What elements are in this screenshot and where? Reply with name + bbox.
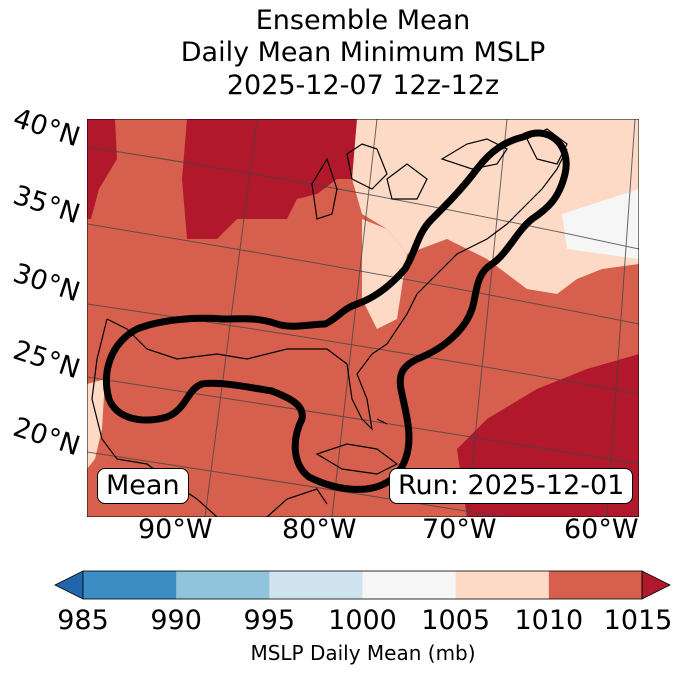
lat-label-40n: 40°N [9, 102, 84, 154]
map-panel: Mean Run: 2025-12-01 [87, 119, 639, 517]
title-line-1: Ensemble Mean [255, 5, 471, 36]
title-line-3: 2025-12-07 12z-12z [226, 70, 500, 101]
title-line-2: Daily Mean Minimum MSLP [180, 37, 546, 68]
colorbar-tick-label: 995 [243, 605, 296, 636]
pressure-field-1005-1010-coast [362, 219, 407, 329]
lat-label-35n: 35°N [9, 179, 84, 231]
lat-label-30n: 30°N [9, 257, 84, 309]
lon-label-60w: 60°W [564, 514, 639, 545]
colorbar-segment [83, 571, 177, 599]
parallel-35n [87, 223, 639, 325]
colorbar-segment [455, 571, 550, 599]
pressure-field-1000-1005 [562, 189, 639, 259]
mean-label-box: Mean [97, 468, 189, 504]
parallel-30n [87, 303, 639, 395]
colorbar-segment [269, 571, 363, 599]
threshold-contour [103, 129, 570, 493]
colorbar-tick-label: 985 [57, 605, 109, 636]
lat-label-20n: 20°N [9, 411, 84, 463]
colorbar-tick-label: 1015 [603, 605, 673, 636]
colorbar-border [82, 570, 643, 600]
colorbar-segment [176, 571, 270, 599]
pressure-field-1005-1010-southwest [87, 379, 105, 469]
colorbar-extend-low [54, 570, 84, 600]
colorbar-segment [362, 571, 457, 599]
colorbar-tick-label: 990 [150, 605, 202, 636]
meridian-70w [466, 119, 508, 517]
colorbar-label: MSLP Daily Mean (mb) [250, 641, 476, 665]
colorbar-tick-label: 1000 [328, 605, 397, 636]
lat-label-25n: 25°N [9, 334, 84, 386]
meridian-60w [606, 119, 636, 517]
map-canvas [87, 119, 639, 517]
parallel-40n [87, 146, 639, 250]
meridian-80w [331, 119, 378, 517]
colorbar-extend-high [641, 570, 671, 600]
graticule [87, 119, 639, 517]
high-pressure-cell-west [87, 119, 117, 219]
parallel-20n [87, 451, 507, 517]
colorbar-tick-label: 1010 [514, 605, 584, 636]
lon-label-80w: 80°W [282, 514, 357, 545]
lon-label-90w: 90°W [138, 514, 213, 545]
colorbar-tick-label: 1005 [421, 605, 491, 636]
lon-label-70w: 70°W [422, 514, 497, 545]
run-date-box: Run: 2025-12-01 [389, 468, 634, 504]
colorbar-segment [548, 571, 643, 599]
